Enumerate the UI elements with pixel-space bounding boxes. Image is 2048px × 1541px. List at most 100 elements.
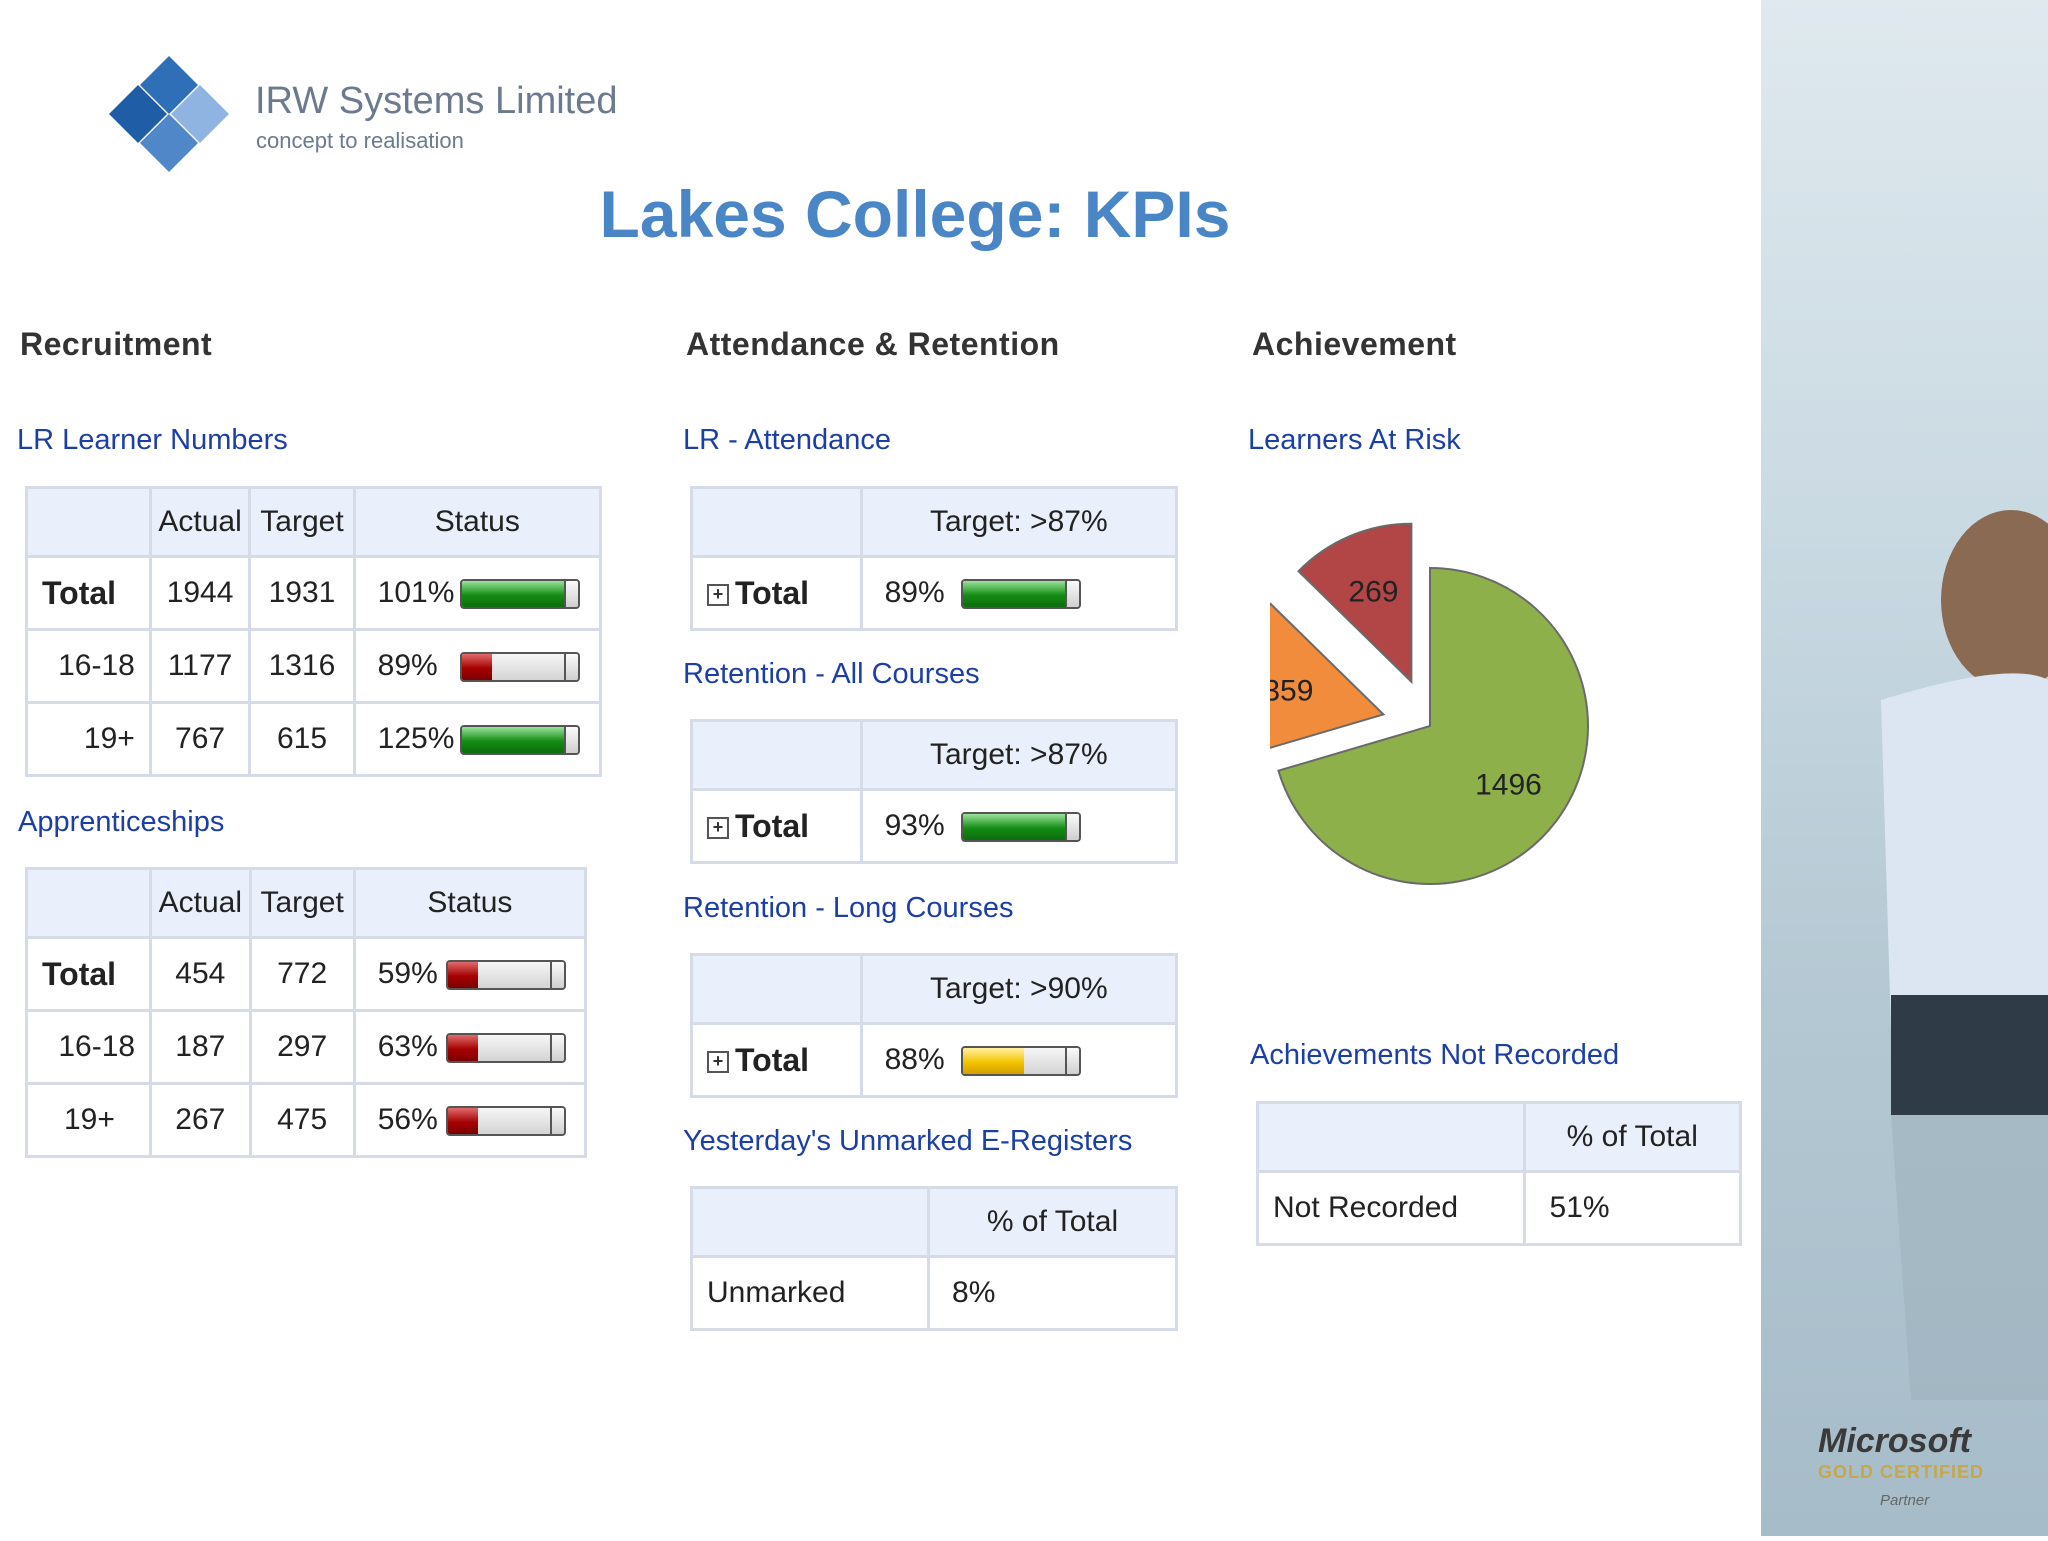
table-row: 16-18 1177 1316 89% [25,628,603,704]
achievement-heading: Achievement [1252,326,1457,362]
gauge-fill [962,581,1065,608]
header-actual: Actual [149,867,252,939]
actual-value: 454 [149,936,252,1012]
gauge-fill [461,581,564,608]
retention-all-courses-table: Target: >87% + Total 93% [690,719,1179,864]
status-cell: 59% [352,936,588,1012]
status-cell: 125% [352,701,603,777]
header-status: Status [352,867,588,939]
status-gauge [459,579,580,610]
row-label: Total [735,1041,810,1078]
irw-logo-icon [109,56,229,172]
pie-label-359: 359 [1270,675,1313,708]
lr-attendance-link[interactable]: LR - Attendance [683,424,891,456]
gauge-fill [461,727,564,754]
retention-long-courses-table: Target: >90% + Total 88% [690,953,1179,1098]
table-row: + Total 93% [690,788,1179,864]
status-cell: 93% [859,788,1179,864]
target-value: 1316 [248,628,356,704]
target-value: 297 [248,1009,356,1085]
status-percent: 89% [884,576,945,609]
status-gauge [445,960,566,991]
status-cell: 89% [352,628,603,704]
page-title: Lakes College: KPIs [599,177,1231,251]
row-label: Unmarked [689,1255,931,1331]
table-row: 19+ 267 475 56% [24,1082,588,1158]
gauge-fill [447,1108,478,1135]
header-target: Target [248,867,356,939]
expand-icon[interactable]: + [707,817,729,840]
status-gauge [960,579,1081,610]
gauge-fill [447,962,478,989]
status-cell: 89% [859,555,1179,631]
target-value: 772 [248,936,356,1012]
retention-long-courses-link[interactable]: Retention - Long Courses [683,892,1014,924]
achievements-not-recorded-link[interactable]: Achievements Not Recorded [1250,1039,1620,1071]
pie-slice-359 [1270,602,1386,749]
apprenticeships-link[interactable]: Apprenticeships [18,806,225,838]
actual-value: 767 [148,701,252,777]
table-header-row: Target: >90% [690,953,1179,1025]
company-tagline: concept to realisation [256,128,464,153]
businessman-photo-image [1881,510,2048,1400]
header-empty [690,953,863,1025]
status-percent: 59% [377,957,438,990]
learners-at-risk-link[interactable]: Learners At Risk [1248,424,1461,456]
decorative-photo-panel [1761,0,2048,1536]
table-row: 19+ 767 615 125% [25,701,603,777]
gauge-fill [962,814,1065,841]
percent-of-total-header: % of Total [927,1186,1178,1258]
row-label: 16-18 [25,628,152,704]
row-label: Not Recorded [1256,1170,1526,1246]
header-empty [690,719,863,791]
table-header-row: Target: >87% [690,719,1179,791]
gauge-fill [461,654,492,681]
lr-attendance-table: Target: >87% + Total 89% [690,486,1179,631]
partner-label: Partner [1880,1492,1930,1509]
table-header-row: Target: >87% [690,486,1179,558]
header-empty [25,486,152,558]
learners-at-risk-pie-chart: 1496 359 269 [1270,522,1589,885]
company-name: IRW Systems Limited [255,80,618,122]
header-empty [689,1186,931,1258]
gauge-fill [447,1035,478,1062]
row-label: 19+ [25,701,152,777]
status-percent: 93% [884,809,945,842]
expand-icon[interactable]: + [707,1051,729,1074]
percent-of-total-header: % of Total [1522,1101,1743,1173]
table-header-row: % of Total [1256,1101,1743,1173]
retention-all-courses-link[interactable]: Retention - All Courses [683,658,980,690]
target-value: 475 [248,1082,356,1158]
table-row: 16-18 187 297 63% [24,1009,588,1085]
expand-icon[interactable]: + [707,584,729,607]
unmarked-registers-link[interactable]: Yesterday's Unmarked E-Registers [683,1125,1133,1157]
pie-label-1496: 1496 [1475,769,1542,802]
status-gauge [459,652,580,683]
status-cell: 88% [859,1022,1179,1098]
actual-value: 187 [149,1009,252,1085]
table-row: Unmarked 8% [689,1255,1178,1331]
header-actual: Actual [148,486,252,558]
table-header-row: Actual Target Status [25,486,603,558]
lr-learner-numbers-link[interactable]: LR Learner Numbers [17,424,288,456]
status-cell: 56% [352,1082,588,1158]
status-percent: 125% [377,722,455,755]
header-target: Target [248,486,356,558]
row-label: Total [25,555,152,631]
target-header: Target: >90% [859,953,1179,1025]
actual-value: 1177 [148,628,252,704]
row-label: 16-18 [24,1009,153,1085]
row-label-cell: + Total [690,788,863,864]
status-gauge [445,1106,566,1137]
header-empty [24,867,153,939]
row-label-cell: + Total [690,1022,863,1098]
pie-slice-1496 [1277,566,1589,885]
status-percent: 89% [377,649,438,682]
table-row: Total 454 772 59% [24,936,588,1012]
row-label: Total [24,936,153,1012]
status-percent: 101% [377,576,455,609]
target-header: Target: >87% [859,719,1179,791]
recruitment-heading: Recruitment [20,326,213,362]
attendance-retention-heading: Attendance & Retention [686,326,1060,362]
apprenticeships-table: Actual Target Status Total 454 772 59% 1… [24,867,588,1158]
